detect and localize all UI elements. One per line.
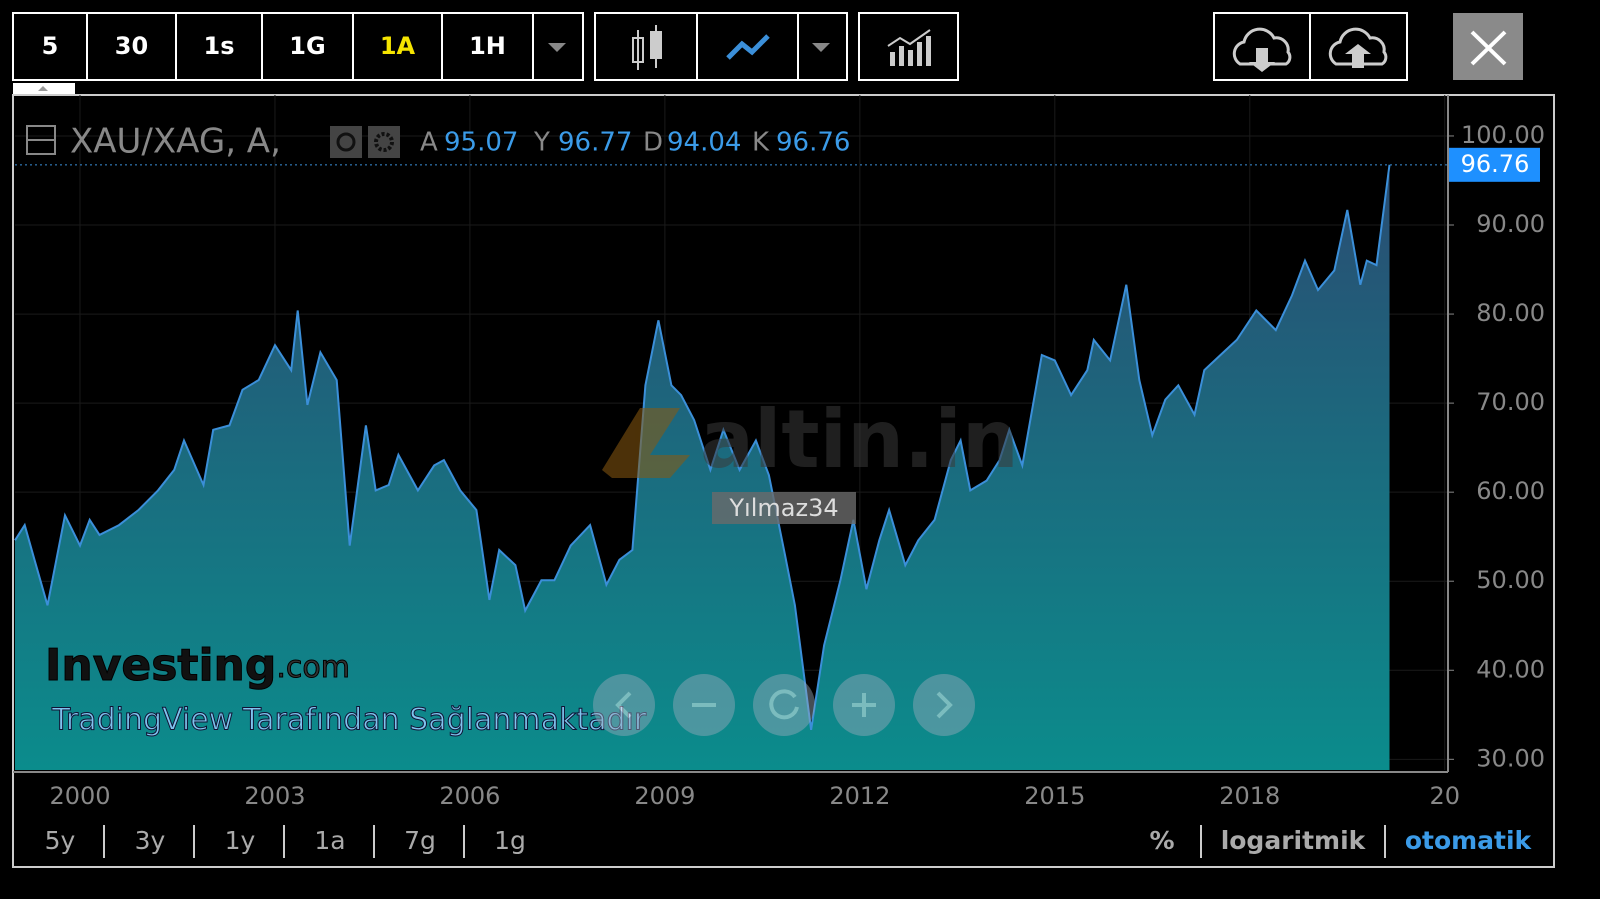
price-tag-label: 96.76 [1461,150,1530,178]
nav-right[interactable] [913,674,975,736]
user-watermark: Yılmaz34 [728,494,838,522]
range-button[interactable]: 1a [314,826,345,855]
chart-frame [12,94,1555,868]
x-tick-label: 2015 [1024,782,1085,810]
legend-value: 96.76 [776,128,850,158]
interval-label[interactable]: 1H [469,32,506,60]
y-tick-label: 70.00 [1476,388,1545,416]
provider-note: TradingView Tarafından Sağlanmaktadır [51,703,647,738]
legend-key: Y [533,128,550,158]
x-tick-label: 2003 [244,782,305,810]
scale-option[interactable]: otomatik [1405,826,1533,855]
site-name: altin.in [700,393,1019,486]
dropdown-arrow[interactable] [812,43,830,52]
range-button[interactable]: 1g [494,826,526,855]
candle-icon[interactable] [632,25,662,70]
brand-suffix: .com [276,650,350,685]
legend-key: D [643,128,663,158]
legend-value: 96.77 [558,128,632,158]
y-tick-label: 90.00 [1476,210,1545,238]
interval-label[interactable]: 1s [204,32,235,60]
zoom-out[interactable] [673,674,735,736]
download-icon[interactable] [1232,27,1292,66]
symbol: XAU/XAG, A, [70,122,281,162]
nav-controls [593,674,975,736]
indicator-icon [890,36,931,66]
interval-label[interactable]: 30 [115,32,148,60]
x-tick-label: 2000 [49,782,110,810]
interval-toolbar [12,12,584,81]
reset[interactable] [753,674,815,736]
brand-logo: Investing.com [45,640,350,691]
range-button[interactable]: 3y [135,826,166,855]
dropdown-arrow[interactable] [548,43,566,52]
bottom-bar: 5y 3y 1y 1a 7g 1g% logaritmik otomatik [45,825,1533,858]
y-tick-label: 100.00 [1461,121,1545,149]
cloud-toolbar [1213,12,1408,81]
scale-option[interactable]: logaritmik [1221,826,1367,855]
y-tick-label: 60.00 [1476,477,1545,505]
x-tick-label: 20 [1429,782,1460,810]
interval-label[interactable]: 5 [42,32,59,60]
legend-value: 94.04 [667,128,741,158]
zoom-in[interactable] [833,674,895,736]
interval-label[interactable]: 1G [289,32,325,60]
y-tick-label: 40.00 [1476,655,1545,683]
nav-left[interactable] [593,674,655,736]
range-button[interactable]: 5y [45,826,76,855]
chart-type-toolbar [594,12,959,81]
price-tag [1449,147,1540,182]
toolbar-box [12,12,584,81]
site-watermark: altin.in [602,393,1019,486]
legend-key: K [752,128,770,158]
interval-label[interactable]: 1A [380,32,416,60]
area [15,164,1390,771]
y-tick-label: 50.00 [1476,566,1545,594]
upload-icon[interactable] [1328,27,1388,66]
x-tick-label: 2009 [634,782,695,810]
line-icon[interactable] [726,34,770,60]
brand: Investing [45,640,276,691]
x-tick-label: 2018 [1219,782,1280,810]
scale-option[interactable]: % [1149,826,1174,855]
plot [14,95,1448,771]
y-tick-label: 30.00 [1476,744,1545,772]
legend-fields: A 95.07 Y 96.77 D 94.04 K 96.76 [420,128,850,158]
y-tick-label: 80.00 [1476,299,1545,327]
x-tick-label: 2012 [829,782,890,810]
axes: 30.00 40.00 50.00 60.00 70.00 80.00 90.00 100.0… [49,121,1545,810]
legend-value: 95.07 [444,128,518,158]
indicator-button[interactable] [858,12,959,81]
range-button[interactable]: 7g [404,826,436,855]
close-button[interactable] [1453,13,1523,80]
range-button[interactable]: 1y [225,826,256,855]
line [14,164,1391,731]
legend-key: A [420,128,438,158]
x-tick-label: 2006 [439,782,500,810]
